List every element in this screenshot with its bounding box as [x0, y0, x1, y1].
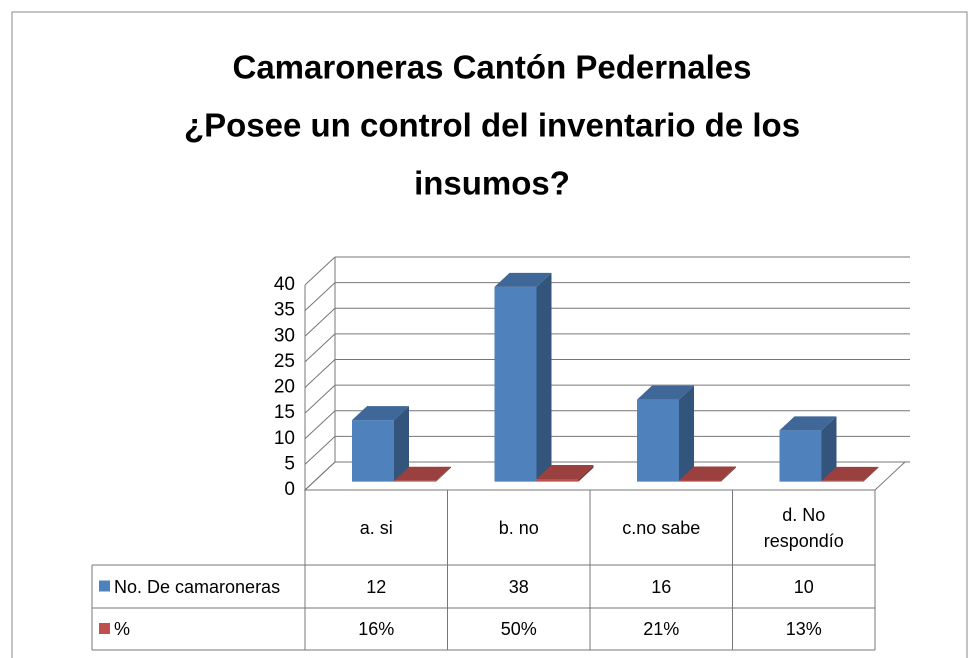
table-value: 21%: [643, 619, 680, 639]
grid-line: [304, 359, 336, 388]
chart-border: [11, 11, 968, 658]
bar-front: [637, 399, 679, 482]
bar-top: [394, 466, 451, 481]
bar-front: [536, 479, 579, 482]
chart-title: Camaroneras Cantón Pedernales: [232, 49, 751, 86]
y-tick-label: 40: [274, 274, 295, 295]
y-tick-label: 0: [284, 479, 295, 500]
bar: [494, 272, 552, 482]
legend-label: %: [114, 619, 131, 639]
legend-swatch: [99, 580, 110, 592]
bar-front: [821, 480, 864, 482]
bar-top: [679, 466, 736, 481]
bar: [637, 385, 694, 482]
y-tick-label: 15: [274, 402, 295, 423]
bar-front: [679, 480, 721, 482]
grid-line: [304, 410, 336, 440]
table-value: 50%: [500, 619, 537, 639]
chart-title: ¿Posee un control del inventario de los: [184, 107, 800, 144]
bar-side: [863, 466, 879, 482]
y-tick-label: 5: [284, 453, 295, 474]
y-tick-label: 20: [274, 377, 295, 398]
category-label: a. si: [359, 517, 393, 538]
bar: [352, 406, 409, 482]
grid-line: [304, 461, 336, 491]
table-value: 16%: [358, 619, 395, 639]
bar-top: [637, 385, 694, 400]
category-label: d. No respondío: [763, 504, 844, 551]
bar-side: [536, 272, 552, 482]
bar-side: [679, 385, 694, 482]
bar-top: [494, 272, 552, 287]
table-value: 16: [651, 576, 672, 597]
bar-front: [494, 286, 537, 482]
y-tick-label: 35: [274, 300, 295, 321]
bar-top: [821, 466, 879, 481]
legend-label: No. De camaroneras: [114, 576, 281, 597]
bar-front: [394, 480, 436, 482]
bar-side: [721, 466, 736, 482]
bar: [679, 466, 736, 482]
bar-side: [578, 465, 594, 482]
legend-swatch: [99, 623, 110, 634]
y-tick-label: 30: [274, 325, 295, 346]
grid-line: [304, 436, 336, 465]
grid-line: [304, 384, 336, 414]
bar-top: [352, 406, 409, 421]
y-tick-label: 10: [274, 428, 295, 449]
bar-side: [394, 406, 409, 482]
category-label: c.no sabe: [622, 517, 701, 538]
bar: [536, 465, 594, 482]
grid-line: [304, 333, 336, 363]
bar-top: [779, 416, 837, 431]
category-label: b. no: [498, 517, 539, 538]
bar-front: [779, 430, 822, 482]
bar: [779, 416, 837, 482]
table-value: 13%: [785, 619, 822, 639]
table-value: 12: [366, 576, 387, 597]
grid-line: [304, 256, 336, 286]
grid-line: [304, 307, 336, 337]
chart-title: insumos?: [414, 165, 570, 202]
bar-front: [352, 420, 394, 482]
bar: [821, 466, 879, 482]
grid-line: [304, 282, 336, 311]
table-value: 38: [508, 576, 529, 597]
bar: [394, 466, 451, 482]
bar-side: [436, 466, 451, 482]
bar-top: [536, 465, 594, 480]
table-value: 10: [793, 576, 814, 597]
bar-side: [821, 416, 837, 482]
y-tick-label: 25: [274, 351, 295, 372]
